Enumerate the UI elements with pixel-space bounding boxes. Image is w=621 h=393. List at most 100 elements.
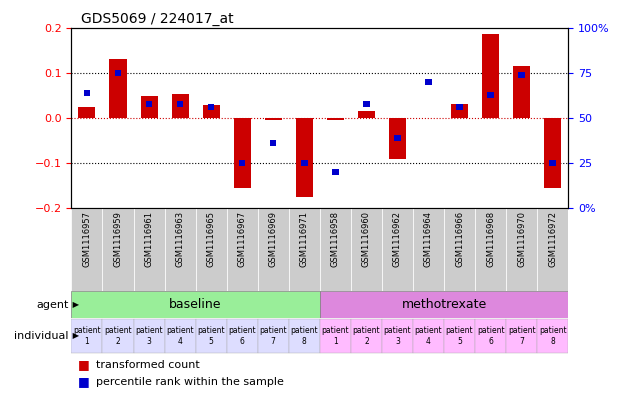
Text: percentile rank within the sample: percentile rank within the sample — [96, 377, 284, 387]
Bar — [487, 92, 494, 98]
Bar — [506, 319, 537, 353]
Text: patient
8: patient 8 — [291, 326, 318, 346]
Bar — [265, 118, 282, 120]
Bar — [444, 319, 475, 353]
Text: patient
4: patient 4 — [415, 326, 442, 346]
Text: patient
6: patient 6 — [229, 326, 256, 346]
Bar — [382, 208, 413, 291]
Text: patient
7: patient 7 — [260, 326, 287, 346]
Text: GSM1116965: GSM1116965 — [207, 211, 215, 267]
Bar — [327, 118, 344, 120]
Bar — [389, 118, 406, 158]
Text: ■: ■ — [78, 375, 89, 389]
Bar — [320, 291, 568, 318]
Text: GSM1116968: GSM1116968 — [486, 211, 495, 267]
Text: patient
3: patient 3 — [135, 326, 163, 346]
Bar — [258, 208, 289, 291]
Text: agent: agent — [36, 299, 68, 310]
Bar — [134, 208, 165, 291]
Bar — [358, 111, 375, 118]
Bar — [78, 107, 96, 118]
Text: GSM1116969: GSM1116969 — [269, 211, 278, 267]
Bar — [475, 319, 506, 353]
Text: patient
6: patient 6 — [477, 326, 504, 346]
Text: patient
2: patient 2 — [353, 326, 380, 346]
Text: GSM1116960: GSM1116960 — [362, 211, 371, 267]
Bar — [320, 319, 351, 353]
Bar — [382, 319, 413, 353]
Text: ▶: ▶ — [70, 300, 79, 309]
Bar — [227, 208, 258, 291]
Text: patient
3: patient 3 — [384, 326, 411, 346]
Bar — [320, 208, 351, 291]
Bar — [519, 72, 525, 78]
Text: GSM1116963: GSM1116963 — [176, 211, 184, 267]
Text: GSM1116971: GSM1116971 — [300, 211, 309, 267]
Text: patient
4: patient 4 — [166, 326, 194, 346]
Bar — [351, 208, 382, 291]
Bar — [102, 208, 134, 291]
Bar — [165, 319, 196, 353]
Bar — [208, 104, 214, 110]
Bar — [270, 140, 276, 146]
Bar — [146, 101, 152, 107]
Bar — [394, 135, 401, 141]
Text: patient
5: patient 5 — [446, 326, 473, 346]
Bar — [550, 160, 556, 166]
Bar — [363, 101, 369, 107]
Text: patient
1: patient 1 — [73, 326, 101, 346]
Bar — [71, 319, 102, 353]
Text: individual: individual — [14, 331, 68, 341]
Text: patient
5: patient 5 — [197, 326, 225, 346]
Text: methotrexate: methotrexate — [401, 298, 487, 311]
Text: GSM1116966: GSM1116966 — [455, 211, 464, 267]
Text: GSM1116961: GSM1116961 — [145, 211, 153, 267]
Bar — [102, 319, 134, 353]
Text: patient
1: patient 1 — [322, 326, 349, 346]
Bar — [196, 208, 227, 291]
Bar — [351, 319, 382, 353]
Bar — [332, 169, 338, 175]
Bar — [475, 208, 506, 291]
Text: transformed count: transformed count — [96, 360, 200, 370]
Text: patient
8: patient 8 — [539, 326, 566, 346]
Bar — [227, 319, 258, 353]
Bar — [451, 104, 468, 118]
Text: GSM1116967: GSM1116967 — [238, 211, 247, 267]
Text: baseline: baseline — [170, 298, 222, 311]
Bar — [258, 319, 289, 353]
Bar — [537, 319, 568, 353]
Bar — [177, 101, 183, 107]
Bar — [296, 118, 313, 197]
Text: GSM1116964: GSM1116964 — [424, 211, 433, 267]
Text: patient
2: patient 2 — [104, 326, 132, 346]
Bar — [134, 319, 165, 353]
Bar — [140, 96, 158, 118]
Text: GSM1116959: GSM1116959 — [114, 211, 122, 266]
Bar — [115, 70, 121, 75]
Bar — [537, 208, 568, 291]
Bar — [544, 118, 561, 188]
Text: ▶: ▶ — [70, 332, 79, 340]
Bar — [84, 90, 90, 96]
Bar — [513, 66, 530, 118]
Bar — [289, 319, 320, 353]
Bar — [413, 319, 444, 353]
Bar — [482, 34, 499, 118]
Bar — [301, 160, 307, 166]
Bar — [196, 319, 227, 353]
Bar — [109, 59, 127, 118]
Bar — [71, 208, 102, 291]
Bar — [413, 208, 444, 291]
Bar — [506, 208, 537, 291]
Text: ■: ■ — [78, 358, 89, 371]
Bar — [289, 208, 320, 291]
Text: GDS5069 / 224017_at: GDS5069 / 224017_at — [81, 13, 234, 26]
Bar — [425, 79, 432, 84]
Text: GSM1116958: GSM1116958 — [331, 211, 340, 267]
Bar — [456, 104, 463, 110]
Text: GSM1116962: GSM1116962 — [393, 211, 402, 267]
Text: patient
7: patient 7 — [508, 326, 535, 346]
Bar — [202, 105, 220, 118]
Bar — [71, 291, 320, 318]
